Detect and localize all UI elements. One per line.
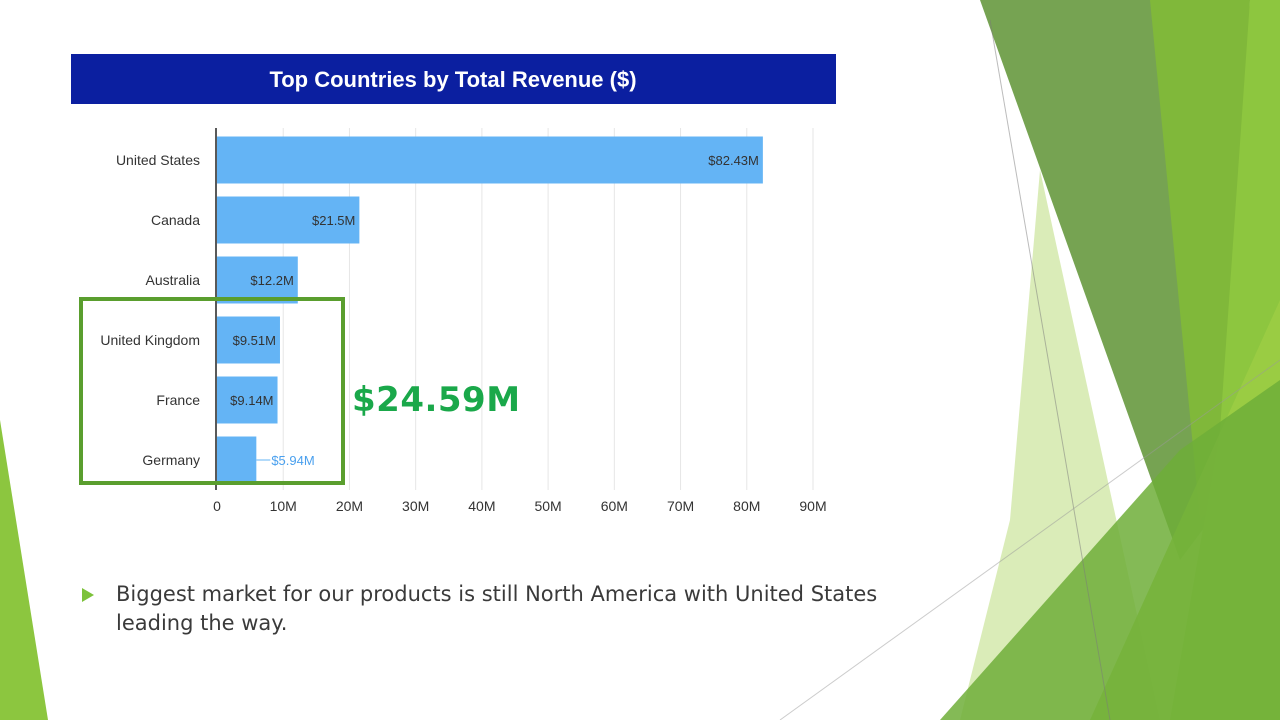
right-deco-dark <box>980 0 1210 560</box>
bars <box>217 136 763 484</box>
bullet-point: Biggest market for our products is still… <box>82 580 922 638</box>
x-tick-label: 90M <box>799 498 826 514</box>
chart-title: Top Countries by Total Revenue ($) <box>269 67 636 92</box>
category-label: Canada <box>151 212 200 228</box>
bar <box>217 316 280 364</box>
x-tick-label: 20M <box>336 498 363 514</box>
bar <box>217 436 257 484</box>
left-green-wedge <box>0 420 48 720</box>
right-deco-bottom <box>940 380 1280 720</box>
data-label: $9.14M <box>230 393 273 408</box>
x-tick-label: 70M <box>667 498 694 514</box>
x-tick-label: 40M <box>468 498 495 514</box>
x-axis-ticks: 0 10M 20M 30M 40M 50M 60M 70M 80M 90M <box>213 498 827 514</box>
bar <box>217 196 360 244</box>
x-tick-label: 10M <box>270 498 297 514</box>
category-labels: United States Canada Australia United Kingd… <box>100 152 200 468</box>
data-label: $9.51M <box>233 333 276 348</box>
bullet-arrow-icon <box>82 588 94 602</box>
total-callout: $24.59M <box>352 380 521 420</box>
deco-line-1 <box>989 19 1111 720</box>
grid-lines <box>282 128 814 490</box>
data-label: $12.2M <box>250 273 293 288</box>
value-labels: $82.43M $21.5M $12.2M $9.51M $9.14M $5.94M <box>230 153 759 468</box>
chart-title-bar <box>71 54 836 104</box>
x-tick-label: 30M <box>402 498 429 514</box>
x-tick-label: 50M <box>534 498 561 514</box>
category-label: United States <box>116 152 200 168</box>
x-tick-label: 60M <box>601 498 628 514</box>
x-tick-label: 0 <box>213 498 221 514</box>
category-label: Australia <box>146 272 201 288</box>
data-label: $82.43M <box>708 153 759 168</box>
category-label: United Kingdom <box>100 332 200 348</box>
bar <box>217 136 763 184</box>
highlight-box <box>79 297 345 485</box>
data-label: $5.94M <box>271 453 314 468</box>
category-label: France <box>156 392 200 408</box>
x-tick-label: 80M <box>733 498 760 514</box>
bar <box>217 256 298 304</box>
data-label: $21.5M <box>312 213 355 228</box>
bar <box>217 376 278 424</box>
category-label: Germany <box>142 452 200 468</box>
deco-line-2 <box>779 359 1280 720</box>
bullet-text: Biggest market for our products is still… <box>116 582 878 635</box>
